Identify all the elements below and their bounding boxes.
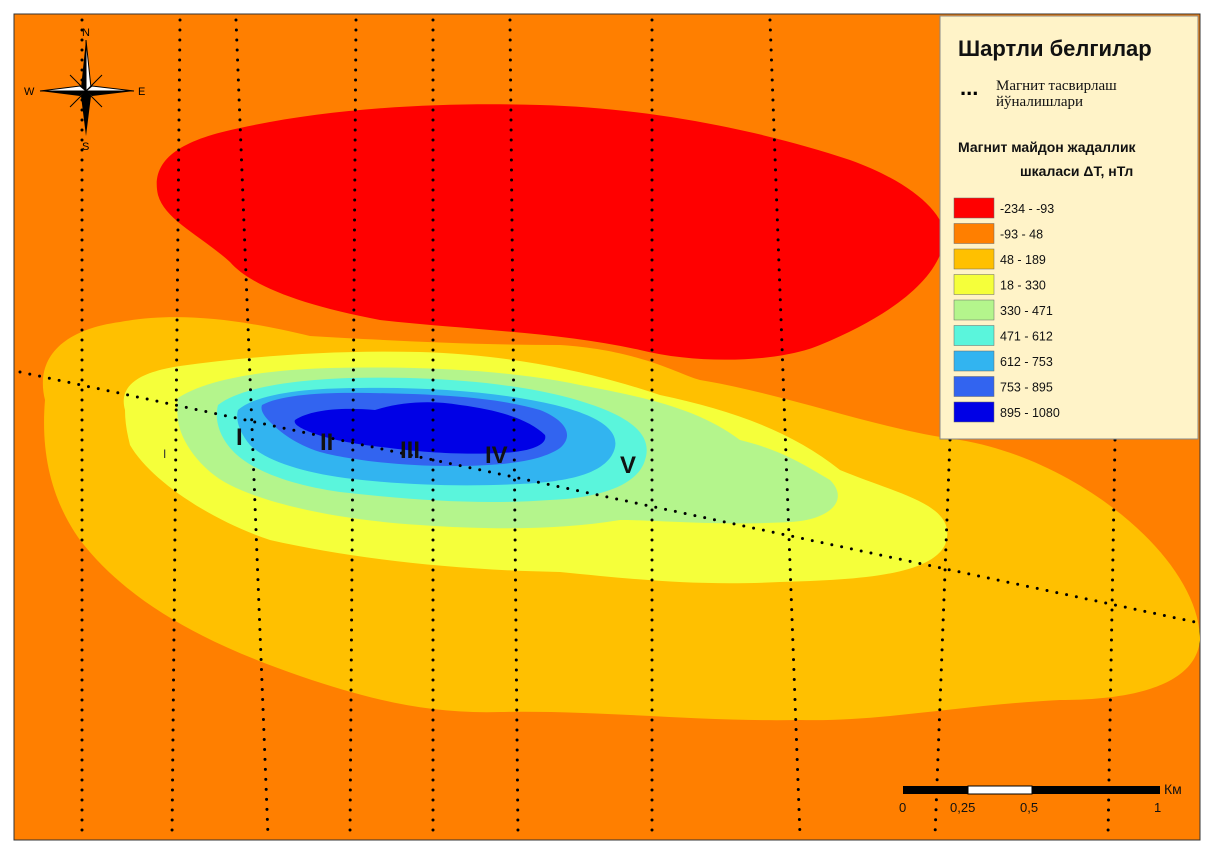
- survey-line: [1106, 438, 1117, 838]
- legend-class-label: 471 - 612: [1000, 330, 1053, 344]
- compass-north: N: [82, 27, 90, 39]
- profile-label-small: I: [163, 447, 166, 461]
- scale-segment: [967, 785, 1033, 795]
- legend-swatch: [953, 248, 995, 270]
- scale-tick-05: 0,5: [1020, 800, 1038, 815]
- legend-scale-title-1: Магнит майдон жадаллик: [958, 139, 1137, 155]
- legend-class-label: 895 - 1080: [1000, 406, 1060, 420]
- scale-tick-0: 0: [899, 800, 906, 815]
- legend: Шартли белгилар ... Магнит тасвирлаш йўн…: [939, 15, 1199, 440]
- scale-segment: [1032, 786, 1160, 794]
- zone-895-1080: [294, 402, 546, 454]
- profile-label-3: III: [400, 437, 420, 464]
- legend-class-label: 48 - 189: [1000, 253, 1046, 267]
- legend-swatch: [953, 325, 995, 346]
- legend-title: Шартли белгилар: [958, 36, 1152, 61]
- scale-tick-1: 1: [1154, 800, 1161, 815]
- legend-swatch: [953, 376, 995, 397]
- legend-swatch: [953, 274, 995, 295]
- profile-line: [18, 370, 1197, 624]
- legend-class-label: 753 - 895: [1000, 381, 1053, 395]
- legend-class-label: 612 - 753: [1000, 355, 1053, 369]
- legend-class-label: 330 - 471: [1000, 304, 1053, 318]
- survey-line: [768, 18, 802, 838]
- survey-line: [170, 18, 182, 838]
- profile-label-2: II: [320, 429, 333, 456]
- compass-east: E: [138, 86, 145, 98]
- survey-line: [508, 18, 520, 838]
- scale-tick-025: 0,25: [950, 800, 975, 815]
- scale-unit: Км: [1164, 781, 1182, 797]
- profile-label-5: V: [620, 452, 636, 479]
- survey-lines: [18, 18, 1197, 838]
- legend-swatch: [953, 299, 995, 321]
- zone-negative-anomaly: [156, 104, 946, 360]
- legend-swatch: [953, 401, 995, 423]
- survey-line: [933, 438, 952, 838]
- survey-line: [348, 18, 358, 838]
- profile-label-4: IV: [485, 442, 508, 469]
- legend-class-label: 18 - 330: [1000, 279, 1046, 293]
- legend-swatch: [953, 223, 995, 244]
- compass-west: W: [24, 86, 35, 98]
- scale-segment: [903, 786, 968, 794]
- compass-rose-icon: N S E W: [24, 27, 145, 153]
- scale-bar: Км 0 0,25 0,5 1: [899, 781, 1182, 815]
- legend-classes: -234 - -93 -93 - 48 48 - 189 18 - 330 330 - …: [953, 197, 1060, 423]
- legend-scale-title-2: шкаласи ΔT, нТл: [1020, 163, 1133, 179]
- profile-label-1: I: [236, 424, 243, 451]
- legend-line-label-2: йўналишлари: [996, 94, 1083, 110]
- legend-line-label-1: Магнит тасвирлаш: [996, 78, 1117, 94]
- legend-swatch: [953, 197, 995, 219]
- legend-class-label: -234 - -93: [1000, 202, 1054, 216]
- legend-swatch: [953, 350, 995, 372]
- legend-class-label: -93 - 48: [1000, 228, 1043, 242]
- legend-line-symbol: ...: [960, 75, 978, 100]
- survey-line: [234, 18, 270, 838]
- compass-south: S: [82, 141, 89, 153]
